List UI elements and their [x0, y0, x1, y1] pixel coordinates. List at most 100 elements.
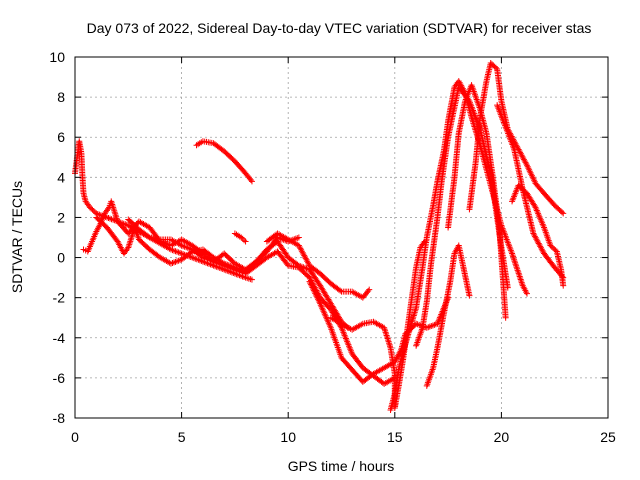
data-point [295, 234, 302, 241]
interpolated-points [500, 286, 509, 320]
interpolated-points [413, 246, 423, 269]
interpolated-points [318, 295, 333, 312]
chart-title: Day 073 of 2022, Sidereal Day-to-day VTE… [87, 20, 592, 36]
data-point [502, 314, 509, 321]
axis-ticks: 0 5 10 15 20 25 -8 -6 -4 -2 0 2 4 6 8 10 [49, 49, 616, 445]
interpolated-points [201, 255, 216, 264]
interpolated-points [243, 263, 258, 276]
interpolated-points [483, 131, 496, 179]
interpolated-points [456, 99, 468, 135]
interpolated-points [361, 371, 376, 384]
interpolated-points [339, 326, 355, 356]
interpolated-points [445, 176, 458, 229]
y-tick-label: 4 [57, 169, 65, 185]
y-tick-label: -8 [53, 410, 66, 426]
interpolated-points [396, 342, 408, 370]
interpolated-points [360, 288, 372, 300]
interpolated-points [469, 83, 483, 111]
interpolated-points [451, 131, 462, 179]
data-point [366, 286, 373, 293]
data-series [72, 60, 567, 413]
interpolated-points [169, 247, 184, 256]
interpolated-points [88, 205, 98, 216]
interpolated-points [233, 231, 243, 240]
interpolated-points [201, 247, 216, 260]
interpolated-points [201, 259, 216, 268]
x-axis-label: GPS time / hours [288, 458, 395, 474]
data-point [466, 292, 473, 299]
interpolated-points [317, 302, 334, 330]
interpolated-points [477, 79, 490, 119]
interpolated-points [419, 300, 430, 330]
interpolated-points [409, 266, 419, 299]
interpolated-points [531, 231, 547, 256]
interpolated-points [148, 247, 162, 260]
interpolated-points [445, 85, 458, 123]
interpolated-points [307, 263, 322, 276]
x-tick-label: 25 [600, 429, 616, 445]
interpolated-points [434, 149, 447, 183]
interpolated-points [222, 267, 237, 276]
interpolated-points [402, 306, 419, 346]
y-tick-label: 10 [49, 49, 65, 65]
interpolated-points [503, 125, 517, 151]
interpolated-points [473, 115, 483, 163]
interpolated-points [254, 247, 269, 264]
interpolated-points [276, 231, 290, 242]
interpolated-points [419, 236, 430, 269]
interpolated-points [542, 251, 557, 270]
grid-lines [75, 57, 608, 418]
interpolated-points [137, 227, 152, 240]
interpolated-points [108, 199, 121, 223]
interpolated-points [424, 204, 436, 239]
interpolated-points [233, 271, 247, 280]
interpolated-points [244, 275, 254, 283]
interpolated-points [180, 237, 194, 248]
interpolated-points [89, 230, 99, 243]
interpolated-points [334, 344, 344, 360]
interpolated-points [387, 346, 398, 376]
interpolated-points [169, 257, 184, 266]
interpolated-points [520, 284, 530, 296]
interpolated-points [533, 206, 547, 229]
series-track-16 [494, 102, 567, 281]
interpolated-points [254, 255, 269, 268]
y-tick-label: 8 [57, 89, 65, 105]
interpolated-points [329, 281, 344, 294]
interpolated-points [297, 265, 312, 280]
interpolated-points [212, 263, 226, 272]
interpolated-points [106, 200, 114, 209]
y-tick-label: -4 [53, 330, 66, 346]
interpolated-points [554, 250, 564, 271]
interpolated-points [552, 203, 565, 216]
interpolated-points [494, 103, 509, 129]
interpolated-points [137, 237, 152, 252]
interpolated-points [430, 179, 441, 207]
interpolated-points [102, 205, 111, 215]
series-track-5 [193, 138, 255, 185]
interpolated-points [211, 141, 226, 154]
interpolated-points [418, 240, 427, 249]
interpolated-points [413, 266, 426, 310]
interpolated-points [447, 252, 458, 283]
series-track-12 [423, 242, 473, 389]
interpolated-points [222, 149, 237, 164]
interpolated-points [509, 252, 526, 288]
interpolated-points [511, 147, 526, 191]
interpolated-points [122, 246, 131, 255]
interpolated-points [169, 237, 184, 248]
interpolated-points [392, 366, 402, 396]
interpolated-points [542, 191, 557, 208]
interpolated-points [104, 225, 120, 244]
interpolated-points [243, 171, 254, 183]
interpolated-points [339, 356, 355, 372]
plot-frame [74, 56, 609, 419]
interpolated-points [275, 239, 291, 260]
y-tick-label: 0 [57, 250, 65, 266]
interpolated-points [424, 366, 436, 388]
interpolated-points [94, 215, 109, 230]
interpolated-points [441, 280, 453, 316]
interpolated-points [275, 249, 291, 268]
interpolated-points [94, 222, 103, 233]
